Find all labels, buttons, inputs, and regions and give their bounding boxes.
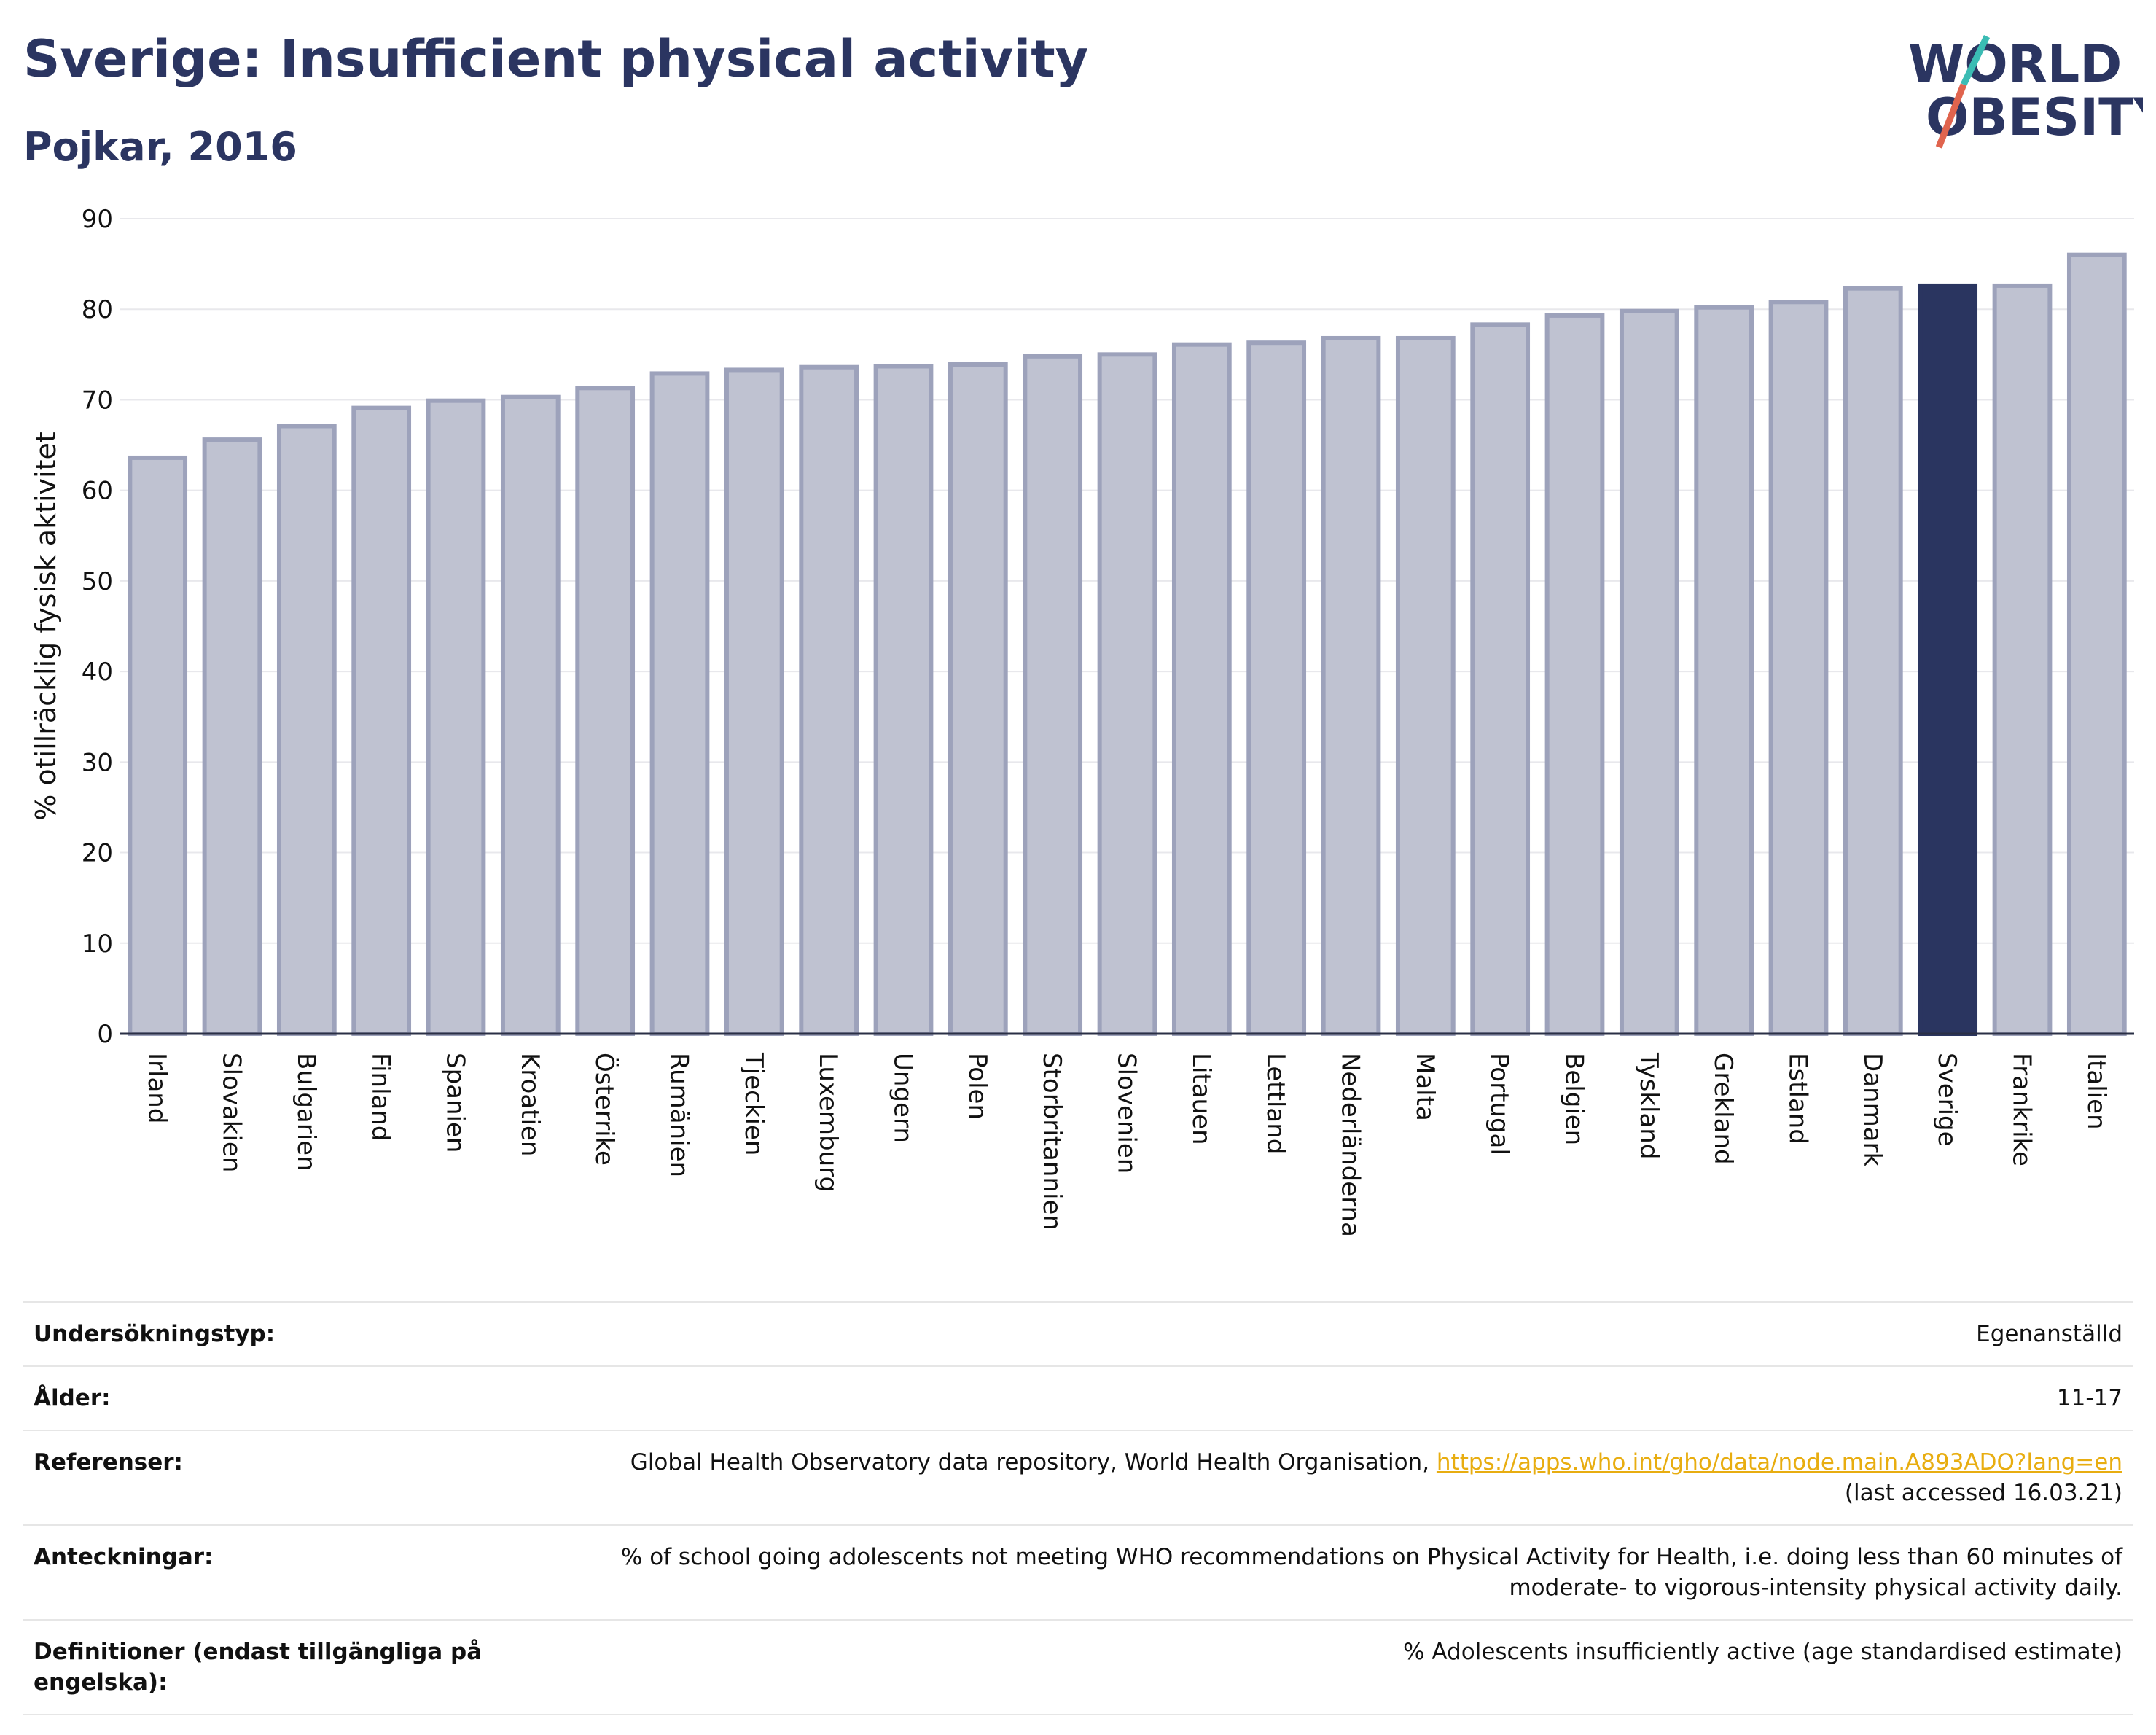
definitions-label: Definitioner (endast tillgängliga på eng… — [23, 1619, 496, 1715]
x-tick-label: Luxemburg — [813, 1053, 843, 1192]
x-tick-label: Polen — [963, 1053, 992, 1120]
bar-lettland — [1246, 340, 1307, 1036]
x-tick-label: Finland — [366, 1053, 395, 1142]
references-link[interactable]: https://apps.who.int/gho/data/node.main.… — [1436, 1449, 2122, 1475]
y-tick-label: 50 — [82, 567, 113, 596]
x-tick-label: Spanien — [441, 1053, 470, 1153]
bar-portugal — [1470, 322, 1531, 1036]
bar-estland — [1768, 300, 1829, 1037]
info-row-notes: Anteckningar: % of school going adolesce… — [23, 1524, 2133, 1620]
y-tick-label: 60 — [82, 477, 113, 506]
info-row-age: Ålder: 11-17 — [23, 1365, 2133, 1430]
x-tick-label: Grekland — [1708, 1053, 1738, 1165]
bar-spanien — [426, 398, 486, 1036]
page-title: Sverige: Insufficient physical activity — [23, 29, 1089, 89]
x-tick-label: Österrike — [590, 1053, 620, 1166]
x-tick-label: Portugal — [1485, 1053, 1514, 1155]
bar-slovenien — [1097, 352, 1157, 1037]
bar-polen — [948, 362, 1008, 1036]
definitions-label-line1: Definitioner (endast tillgängliga på — [34, 1639, 483, 1665]
logo-slash-teal — [1960, 35, 1991, 86]
x-tick-label: Malta — [1410, 1053, 1440, 1121]
world-obesity-logo: WORLD OBESITY — [1908, 34, 2143, 149]
bar-sverige — [1918, 283, 1978, 1036]
x-tick-label: Lettland — [1261, 1053, 1290, 1154]
bar-litauen — [1171, 342, 1232, 1036]
survey-type-label: Undersökningstyp: — [23, 1301, 496, 1366]
bar-italien — [2066, 252, 2127, 1037]
bar-chart: 0 10 20 30 40 50 60 70 80 90 Irland Slovakien Bulga… — [30, 205, 2134, 1237]
notes-label: Anteckningar: — [23, 1524, 496, 1620]
definitions-label-line2: engelska): — [34, 1669, 168, 1696]
x-tick-label: Irland — [142, 1053, 171, 1123]
y-tick-label: 80 — [82, 295, 113, 324]
bar-danmark — [1843, 286, 1903, 1036]
x-tick-label: Danmark — [1858, 1053, 1887, 1166]
bar-kroatien — [500, 394, 561, 1036]
bar-ungern — [873, 364, 934, 1036]
age-value: 11-17 — [496, 1365, 2133, 1430]
y-tick-label: 40 — [82, 658, 113, 687]
info-row-definitions: Definitioner (endast tillgängliga på eng… — [23, 1619, 2133, 1715]
x-tick-label: Tjeckien — [739, 1052, 768, 1155]
x-tick-label: Italien — [2082, 1053, 2111, 1130]
bar-tyskland — [1619, 308, 1679, 1036]
bar-nederländerna — [1321, 335, 1381, 1036]
x-tick-label: Nederländerna — [1336, 1053, 1365, 1237]
x-tick-label: Sverige — [1932, 1053, 1961, 1147]
y-tick-label: 30 — [82, 748, 113, 777]
survey-type-value: Egenanställd — [496, 1301, 2133, 1366]
y-tick-label: 70 — [82, 386, 113, 415]
x-tick-label: Estland — [1784, 1053, 1813, 1145]
bar-rumänien — [649, 371, 710, 1036]
definitions-value: % Adolescents insufficiently active (age… — [496, 1619, 2133, 1715]
references-value: Global Health Observatory data repositor… — [496, 1430, 2133, 1525]
bar-luxemburg — [799, 364, 859, 1037]
info-table: Undersökningstyp: Egenanställd Ålder: 11… — [23, 1301, 2133, 1715]
references-text: Global Health Observatory data repositor… — [630, 1449, 1437, 1475]
info-row-survey-type: Undersökningstyp: Egenanställd — [23, 1301, 2133, 1366]
notes-line1: % of school going adolescents not meetin… — [620, 1544, 2122, 1570]
bars — [128, 252, 2127, 1037]
bar-finland — [351, 405, 412, 1036]
references-note: (last accessed 16.03.21) — [1844, 1480, 2122, 1506]
bar-storbritannien — [1023, 354, 1083, 1037]
bar-slovakien — [202, 437, 262, 1036]
logo-line1: WORLD — [1908, 34, 2122, 94]
x-tick-label: Slovenien — [1112, 1053, 1141, 1174]
bar-grekland — [1694, 305, 1754, 1036]
y-tick-label: 20 — [82, 839, 113, 868]
x-tick-label: Kroatien — [515, 1053, 544, 1156]
x-tick-label: Tyskland — [1634, 1052, 1663, 1159]
bar-tjeckien — [724, 367, 784, 1036]
x-tick-label: Litauen — [1187, 1053, 1216, 1145]
x-tick-label: Rumänien — [665, 1053, 694, 1177]
page-subtitle: Pojkar, 2016 — [23, 124, 297, 170]
x-tick-label: Slovakien — [217, 1053, 246, 1172]
x-tick-label: Belgien — [1560, 1053, 1589, 1145]
x-tick-label: Storbritannien — [1037, 1053, 1066, 1231]
x-tick-label: Frankrike — [2007, 1053, 2036, 1166]
bar-österrike — [575, 386, 636, 1036]
y-axis-label: % otillräcklig fysisk aktivitet — [30, 432, 62, 821]
references-label: Referenser: — [23, 1430, 496, 1525]
notes-value: % of school going adolescents not meetin… — [496, 1524, 2133, 1620]
y-tick-label: 90 — [82, 205, 113, 234]
bar-bulgarien — [276, 424, 337, 1036]
x-tick-label: Ungern — [888, 1053, 918, 1143]
x-axis-ticks: Irland Slovakien Bulgarien Finland Spanien Kr… — [142, 1052, 2111, 1237]
info-row-references: Referenser: Global Health Observatory da… — [23, 1430, 2133, 1525]
notes-line2: moderate- to vigorous-intensity physical… — [1509, 1575, 2122, 1601]
bar-frankrike — [1992, 283, 2053, 1036]
y-tick-label: 0 — [97, 1020, 113, 1049]
y-tick-label: 10 — [82, 929, 113, 959]
bar-belgien — [1544, 313, 1605, 1036]
bar-irland — [128, 455, 188, 1036]
logo-slash-coral — [1935, 83, 1967, 149]
bar-malta — [1395, 335, 1456, 1036]
age-label: Ålder: — [23, 1365, 496, 1430]
y-axis-ticks: 0 10 20 30 40 50 60 70 80 90 — [82, 205, 113, 1049]
x-tick-label: Bulgarien — [292, 1053, 321, 1171]
